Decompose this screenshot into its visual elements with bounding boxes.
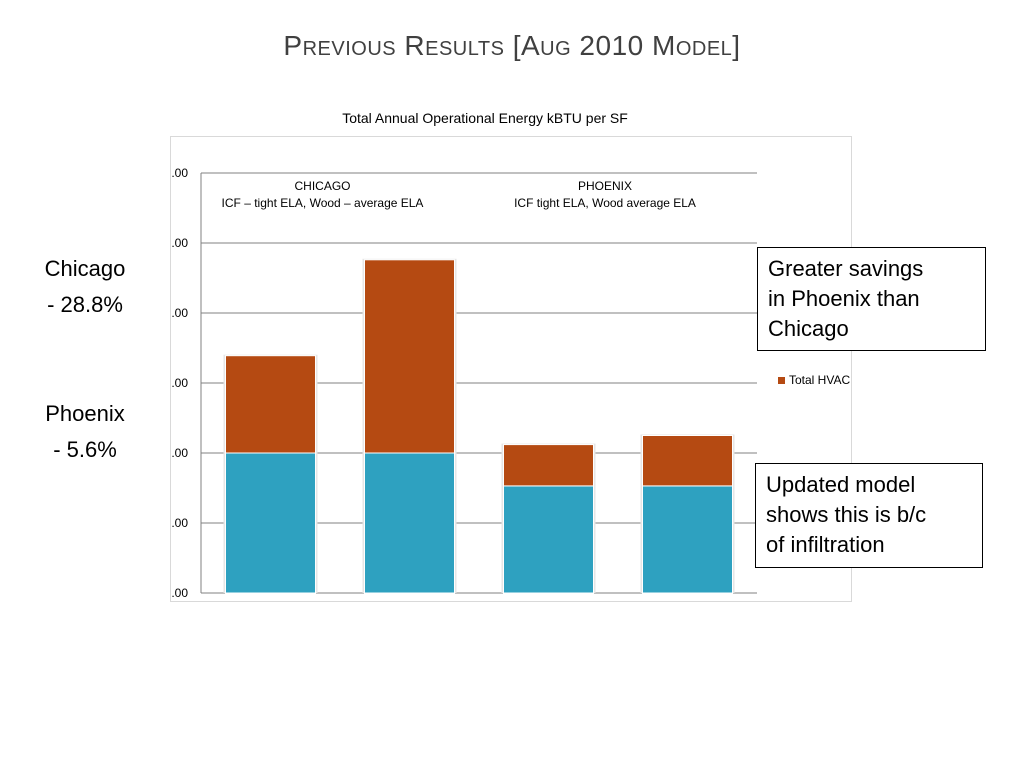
y-tick-label: 30.00 xyxy=(171,376,188,390)
bar-segment-total-hvac xyxy=(642,435,733,487)
y-tick-label: 0.00 xyxy=(171,586,188,600)
chicago-name: Chicago xyxy=(44,256,126,281)
phoenix-savings-label: Phoenix - 5.6% xyxy=(20,396,150,468)
phoenix-name: Phoenix xyxy=(45,401,125,426)
y-tick-label: 50.00 xyxy=(171,236,188,250)
chart-legend: Total HVAC xyxy=(778,373,850,387)
y-tick-label: 20.00 xyxy=(171,446,188,460)
bar-segment-total-hvac xyxy=(364,259,455,454)
chicago-annotation-line-1: CHICAGO xyxy=(294,179,351,193)
chicago-percent: - 28.8% xyxy=(47,292,123,317)
y-tick-label: 40.00 xyxy=(171,306,188,320)
chicago-annotation: CHICAGO ICF – tight ELA, Wood – average … xyxy=(195,178,450,212)
chart-frame: 0.00 10.00 20.00 30.00 40.00 50.00 60.00 Chicag… xyxy=(170,136,852,602)
chicago-annotation-line-2: ICF – tight ELA, Wood – average ELA xyxy=(221,196,424,210)
bar-segment-base xyxy=(225,452,316,594)
phoenix-percent: - 5.6% xyxy=(53,437,117,462)
bar-segment-base xyxy=(503,485,594,594)
legend-swatch-total-hvac xyxy=(778,376,785,384)
chart-title: Total Annual Operational Energy kBTU per… xyxy=(342,110,628,126)
y-tick-label: 60.00 xyxy=(171,166,188,180)
bar-segment-total-hvac xyxy=(225,355,316,454)
callout-phoenix-savings: Greater savings in Phoenix than Chicago xyxy=(757,247,986,351)
phoenix-annotation-line-2: ICF tight ELA, Wood average ELA xyxy=(514,196,696,210)
phoenix-annotation: PHOENIX ICF tight ELA, Wood average ELA xyxy=(485,178,725,212)
callout-infiltration: Updated model shows this is b/c of infil… xyxy=(755,463,983,568)
callout-2-line-3: of infiltration xyxy=(766,532,885,557)
callout-1-line-2: in Phoenix than xyxy=(768,286,920,311)
y-tick-label: 10.00 xyxy=(171,516,188,530)
chicago-savings-label: Chicago - 28.8% xyxy=(20,251,150,323)
phoenix-annotation-line-1: PHOENIX xyxy=(577,179,632,193)
legend-label-total-hvac: Total HVAC xyxy=(789,373,851,387)
bar-segment-base xyxy=(364,452,455,594)
callout-1-line-3: Chicago xyxy=(768,316,849,341)
bar-segment-base xyxy=(642,485,733,594)
slide-title: Previous Results [Aug 2010 Model] xyxy=(283,30,741,61)
chart-svg: 0.0010.0020.0030.0040.0050.0060.00Chicag… xyxy=(171,166,757,600)
callout-2-line-2: shows this is b/c xyxy=(766,502,927,527)
callout-1-line-1: Greater savings xyxy=(768,256,924,281)
callout-2-line-1: Updated model xyxy=(766,472,916,497)
bar-segment-total-hvac xyxy=(503,444,594,487)
